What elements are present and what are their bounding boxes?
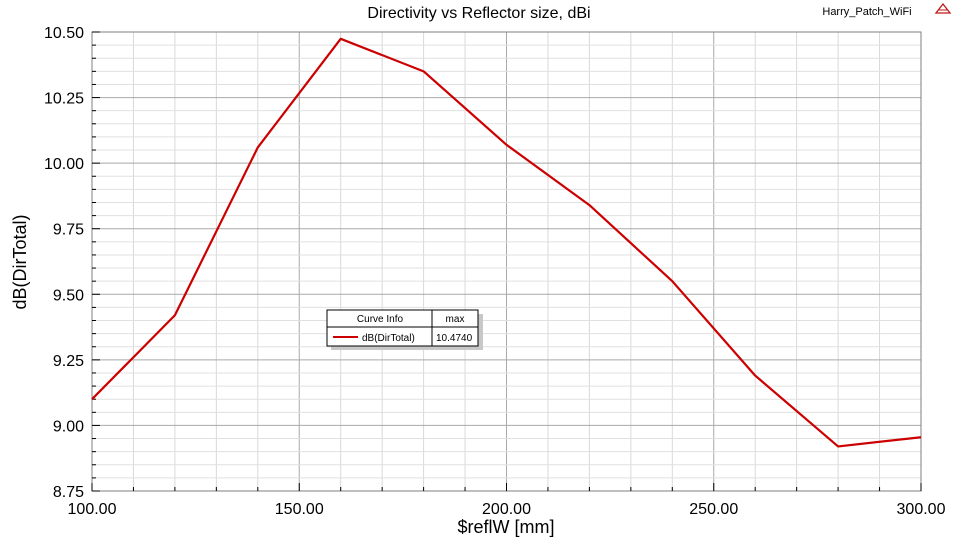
x-tick-label: 250.00 <box>689 501 738 518</box>
legend-header-value: max <box>446 314 465 325</box>
y-tick-label: 8.75 <box>53 484 84 501</box>
axis-ticks: 100.00 150.00 200.00 250.00 300.00 8.75 9.00 9.… <box>44 25 946 518</box>
legend-header-name: Curve Info <box>357 314 404 325</box>
legend-series-max: 10.4740 <box>436 333 473 344</box>
chart-title: Directivity vs Reflector size, dBi <box>367 5 590 22</box>
x-tick-label: 300.00 <box>897 501 946 518</box>
x-tick-label: 150.00 <box>275 501 324 518</box>
legend-series-name: dB(DirTotal) <box>362 333 415 344</box>
x-tick-label: 200.00 <box>482 501 531 518</box>
y-tick-label: 10.00 <box>44 156 84 173</box>
y-tick-label: 9.50 <box>53 287 84 304</box>
y-tick-label: 10.25 <box>44 91 84 108</box>
grid <box>91 31 922 492</box>
y-tick-label: 9.25 <box>53 353 84 370</box>
y-tick-label: 9.00 <box>53 418 84 435</box>
legend-panel <box>326 309 479 347</box>
y-tick-label: 10.50 <box>44 25 84 42</box>
project-name: Harry_Patch_WiFi <box>822 6 911 18</box>
y-tick-label: 9.75 <box>53 222 84 239</box>
x-tick-label: 100.00 <box>68 501 117 518</box>
ansys-logo-icon <box>934 2 952 14</box>
series-line-dirtotal <box>91 37 922 448</box>
y-axis-label: dB(DirTotal) <box>10 214 30 309</box>
legend-box[interactable]: Curve Info max dB(DirTotal) 10.4740 <box>326 309 483 350</box>
x-axis-label: $reflW [mm] <box>458 517 555 537</box>
series-layer <box>91 37 922 448</box>
